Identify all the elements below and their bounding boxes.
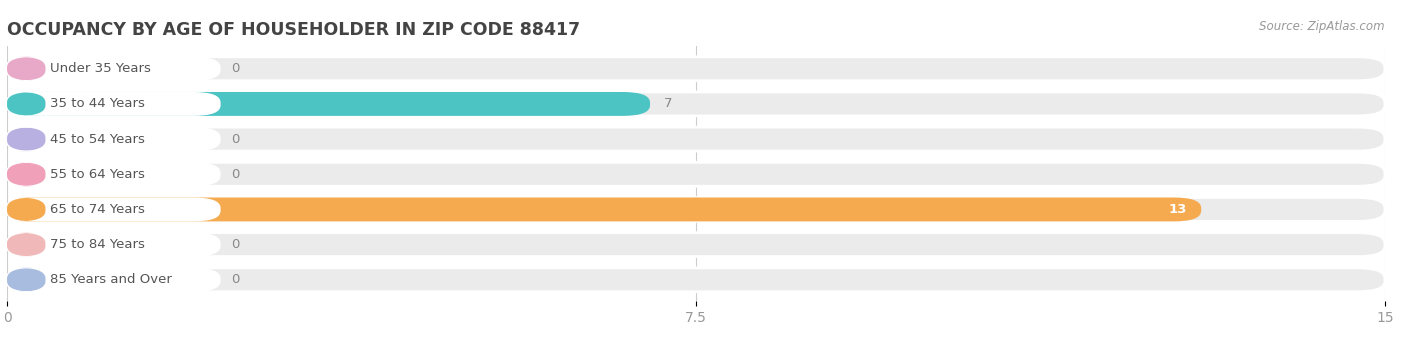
FancyBboxPatch shape: [7, 92, 45, 116]
FancyBboxPatch shape: [7, 233, 221, 257]
Text: 0: 0: [232, 133, 240, 146]
FancyBboxPatch shape: [7, 162, 45, 186]
Text: 0: 0: [232, 62, 240, 75]
FancyBboxPatch shape: [7, 233, 1385, 257]
FancyBboxPatch shape: [7, 127, 1385, 151]
Text: 0: 0: [232, 168, 240, 181]
FancyBboxPatch shape: [7, 127, 221, 151]
FancyBboxPatch shape: [7, 268, 1385, 292]
FancyBboxPatch shape: [7, 268, 221, 292]
FancyBboxPatch shape: [7, 268, 45, 292]
FancyBboxPatch shape: [7, 92, 650, 116]
Text: Under 35 Years: Under 35 Years: [51, 62, 150, 75]
Text: 0: 0: [232, 238, 240, 251]
FancyBboxPatch shape: [7, 92, 221, 116]
Text: 13: 13: [1168, 203, 1188, 216]
Text: 65 to 74 Years: 65 to 74 Years: [51, 203, 145, 216]
FancyBboxPatch shape: [7, 233, 45, 257]
Text: 75 to 84 Years: 75 to 84 Years: [51, 238, 145, 251]
FancyBboxPatch shape: [7, 92, 1385, 116]
Text: 0: 0: [232, 273, 240, 286]
FancyBboxPatch shape: [7, 198, 221, 221]
Text: 7: 7: [664, 98, 672, 111]
Text: 55 to 64 Years: 55 to 64 Years: [51, 168, 145, 181]
Text: 35 to 44 Years: 35 to 44 Years: [51, 98, 145, 111]
FancyBboxPatch shape: [7, 198, 45, 221]
FancyBboxPatch shape: [7, 162, 221, 186]
Text: 85 Years and Over: 85 Years and Over: [51, 273, 172, 286]
FancyBboxPatch shape: [7, 198, 1201, 221]
FancyBboxPatch shape: [7, 57, 221, 81]
FancyBboxPatch shape: [7, 57, 45, 81]
Text: 45 to 54 Years: 45 to 54 Years: [51, 133, 145, 146]
FancyBboxPatch shape: [7, 198, 1385, 221]
FancyBboxPatch shape: [7, 57, 1385, 81]
FancyBboxPatch shape: [7, 162, 1385, 186]
Text: Source: ZipAtlas.com: Source: ZipAtlas.com: [1260, 20, 1385, 33]
FancyBboxPatch shape: [7, 127, 45, 151]
Text: OCCUPANCY BY AGE OF HOUSEHOLDER IN ZIP CODE 88417: OCCUPANCY BY AGE OF HOUSEHOLDER IN ZIP C…: [7, 21, 581, 39]
